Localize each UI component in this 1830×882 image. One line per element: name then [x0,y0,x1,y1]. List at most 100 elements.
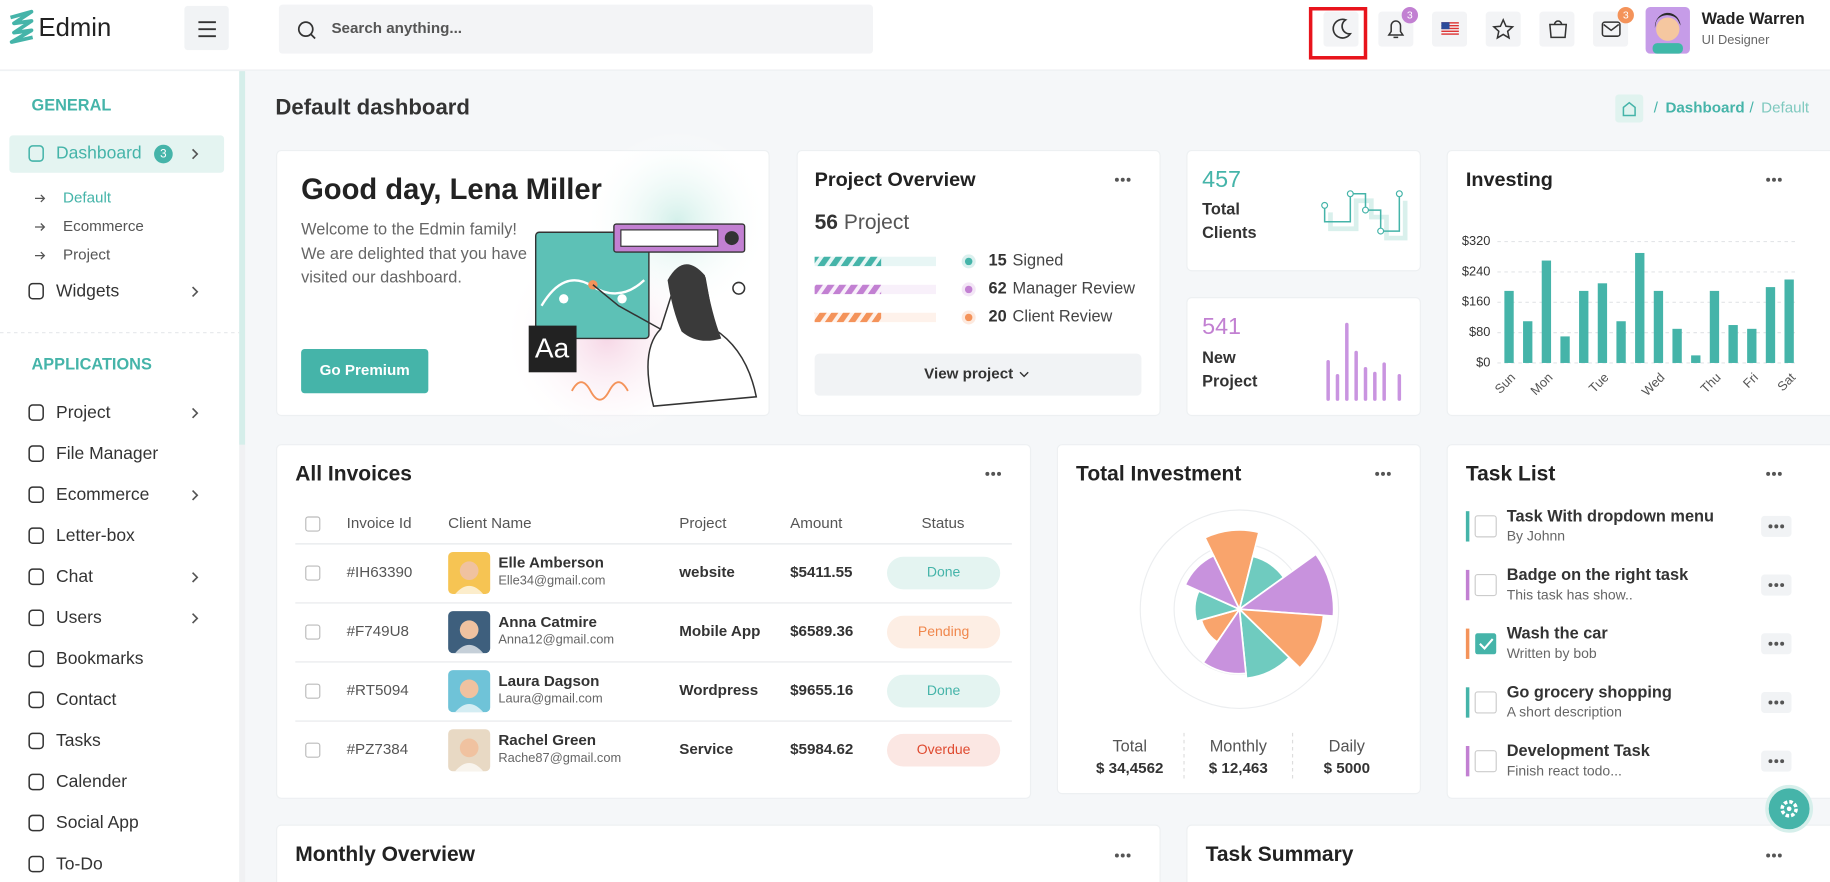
sidebar-icon [28,282,44,300]
bar [1504,290,1514,363]
flag-stripe [1441,24,1459,27]
checkbox[interactable] [305,624,321,640]
chevron [191,489,199,501]
stat-value: $ 34,4562 [1096,760,1163,777]
chevron [191,613,199,624]
task-checkbox[interactable] [1474,750,1497,773]
sidebar-item[interactable]: Contact [56,689,116,709]
checkbox[interactable] [305,683,321,699]
menu-toggle[interactable] [184,5,229,51]
sidebar-sub-item[interactable]: Project [63,247,111,264]
avatar-body [455,644,484,654]
header-button[interactable] [1485,11,1521,47]
card-title: Task Summary [1206,843,1354,866]
task-checkbox[interactable] [1474,515,1497,538]
bar [1560,336,1570,363]
card-title: Total Investment [1076,463,1241,486]
search-box[interactable] [278,4,873,54]
sub-arrow [35,194,46,203]
sidebar-icon [28,145,44,162]
sidebar-item[interactable]: Dashboard [56,143,142,163]
chevron [191,148,199,160]
header-button[interactable] [1539,11,1575,47]
stat-label: Daily [1329,737,1366,755]
sidebar-item[interactable]: Widgets [56,280,119,300]
task-checkbox[interactable] [1474,691,1497,714]
card-title: Task List [1466,463,1555,486]
view-project-button[interactable] [814,353,1142,396]
stat-value: 20 [989,308,1007,326]
amount: $5411.55 [790,564,852,581]
breadcrumb-home[interactable] [1615,94,1644,123]
progress-stripes [814,312,882,323]
sidebar-item[interactable]: To-Do [56,853,103,873]
task-color-bar [1465,746,1470,777]
bar [1728,325,1738,363]
sub-arrow [35,223,46,231]
home-icon [1622,101,1636,117]
checkbox[interactable] [305,742,321,758]
premium-button[interactable] [301,348,429,394]
logo-icon [9,9,34,44]
client-email: Laura@gmail.com [498,691,602,706]
client-email: Rache87@gmail.com [498,750,621,765]
search-icon [297,21,314,38]
sidebar-sub-item[interactable]: Ecommerce [63,218,144,235]
sidebar-icon [28,486,44,504]
task-color-bar [1465,628,1470,659]
mail-icon [1601,21,1621,37]
sidebar-item[interactable]: Project [56,402,111,422]
status-pill [886,615,1001,649]
sidebar-sub-item[interactable]: Default [63,189,112,206]
more-dot [1774,700,1779,705]
polar-slice [1236,552,1335,618]
sidebar-section-title: GENERAL [32,97,112,115]
task-checkbox[interactable] [1475,633,1497,655]
welcome-text: Welcome to the Edmin family! We are deli… [301,219,527,286]
sidebar-item[interactable]: File Manager [56,443,158,463]
sidebar-item[interactable]: Calender [56,771,127,791]
task-title: Wash the car [1507,625,1609,643]
illus-dot [617,294,627,304]
task-subtitle: By Johnn [1507,528,1565,544]
sidebar-item[interactable]: Chat [56,566,93,586]
task-color-bar [1465,511,1470,542]
sidebar-item[interactable]: Tasks [56,730,101,750]
more-dot [1126,177,1131,182]
sidebar-scrollbar-thumb [239,71,246,445]
illus-squiggle [571,381,629,401]
checkbox[interactable] [305,516,321,532]
more-dot [1774,524,1779,529]
stat-dot [964,285,973,294]
invoice-id: #PZ7384 [347,741,409,758]
illus-knob [724,231,739,246]
avatar-body [455,585,484,595]
y-tick-label: $80 [1469,324,1490,339]
sidebar-item[interactable]: Users [56,607,102,627]
sidebar-item[interactable]: Letter-box [56,525,135,545]
y-tick-label: $160 [1462,294,1491,309]
sidebar-item[interactable]: Social App [56,812,139,832]
status: Done [927,564,961,580]
breadcrumb-item[interactable]: Dashboard [1665,100,1744,117]
breadcrumb-item: Default [1761,100,1810,117]
sidebar-item[interactable]: Ecommerce [56,484,149,504]
client-name: Laura Dagson [498,673,599,690]
checkbox[interactable] [305,565,321,581]
task-checkbox[interactable] [1474,573,1497,597]
theme-toggle[interactable] [1323,11,1359,47]
project-count: 56 Project [815,210,910,233]
more-dot [1768,700,1773,705]
more-dot [1777,177,1782,182]
task-title: Task With dropdown menu [1507,507,1714,525]
card [1186,297,1421,417]
sparkline-dot [1377,227,1385,235]
avatar-face [459,679,479,699]
client-name: Anna Catmire [498,614,597,631]
bar [1709,290,1720,363]
sidebar-item[interactable]: Bookmarks [56,648,144,668]
premium-button-label: Go Premium [320,362,410,379]
sidebar-badge-count: 3 [160,148,166,161]
stat-dot [964,313,973,322]
task-title: Go grocery shopping [1507,683,1672,701]
